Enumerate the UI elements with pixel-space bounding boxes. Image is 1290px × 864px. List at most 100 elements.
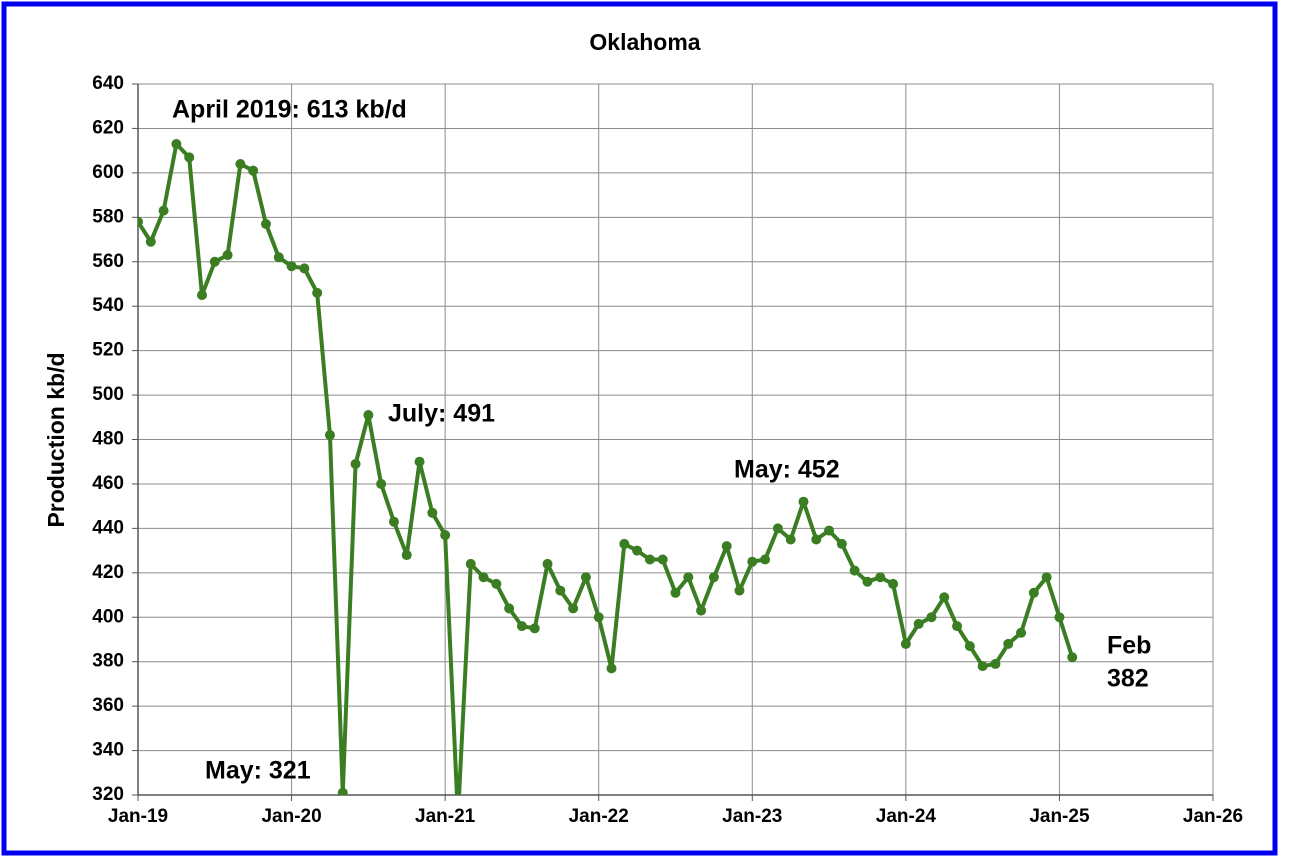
annotation: May: 452 [734, 456, 840, 484]
chart-border [1, 1, 1278, 856]
data-point [158, 205, 169, 216]
data-point [273, 252, 284, 263]
data-point [145, 236, 156, 247]
data-point [952, 621, 963, 632]
data-point [1028, 587, 1039, 598]
data-point [875, 572, 886, 583]
data-point [542, 558, 553, 569]
data-point [427, 507, 438, 518]
x-tick-label: Jan-21 [415, 806, 476, 827]
data-point [900, 638, 911, 649]
data-point [1054, 612, 1065, 623]
y-tick-label: 480 [92, 429, 124, 450]
data-point [670, 587, 681, 598]
data-point [478, 572, 489, 583]
x-tick-label: Jan-19 [108, 806, 168, 827]
x-tick-label: Jan-23 [722, 806, 782, 827]
chart-title: Oklahoma [589, 29, 700, 55]
annotation: Feb [1107, 632, 1151, 660]
data-point [619, 538, 630, 549]
data-point [1016, 627, 1027, 638]
data-point [350, 458, 361, 469]
x-tick-label: Jan-20 [261, 806, 321, 827]
data-point [555, 585, 566, 596]
data-point [760, 554, 771, 565]
data-point [1003, 638, 1014, 649]
x-tick-label: Jan-24 [876, 806, 937, 827]
data-point [196, 290, 207, 301]
data-point [798, 496, 809, 507]
annotation: 382 [1107, 665, 1149, 693]
data-point [171, 138, 182, 149]
data-point [209, 256, 220, 267]
y-tick-label: 340 [92, 740, 124, 761]
data-point [286, 261, 297, 272]
annotation: July: 491 [388, 400, 495, 428]
data-point [337, 787, 348, 795]
data-point [465, 558, 476, 569]
data-point [849, 565, 860, 576]
data-point [964, 641, 975, 652]
data-point [440, 530, 451, 541]
y-tick-label: 540 [92, 295, 124, 316]
data-point [414, 456, 425, 467]
data-point [747, 556, 758, 567]
y-tick-label: 420 [92, 562, 124, 583]
y-tick-label: 320 [92, 784, 124, 805]
x-tick-label: Jan-22 [569, 806, 629, 827]
y-axis-label: Production kb/d [43, 352, 69, 527]
data-point [401, 550, 412, 561]
annotation: May: 321 [205, 757, 311, 785]
data-point [721, 541, 732, 552]
data-point [138, 216, 143, 227]
y-tick-label: 460 [92, 473, 124, 494]
x-tick-label: Jan-25 [1029, 806, 1090, 827]
data-point [657, 554, 668, 565]
data-point [696, 605, 707, 616]
data-point [593, 612, 604, 623]
y-tick-label: 580 [92, 206, 124, 227]
data-point [312, 287, 323, 298]
data-point [644, 554, 655, 565]
data-point [222, 250, 233, 261]
data-point [580, 572, 591, 583]
data-point [235, 158, 246, 169]
data-point [529, 623, 540, 634]
y-tick-label: 440 [92, 517, 124, 538]
y-tick-label: 400 [92, 606, 124, 627]
data-point [888, 578, 899, 589]
data-point [772, 523, 783, 534]
data-point [504, 603, 515, 614]
data-point [926, 612, 937, 623]
data-point [184, 152, 195, 163]
data-point [388, 516, 399, 527]
data-point [990, 658, 1001, 669]
y-tick-label: 380 [92, 651, 124, 672]
data-point [1067, 652, 1078, 663]
annotation: April 2019: 613 kb/d [172, 96, 407, 124]
data-point [811, 534, 822, 545]
y-tick-label: 560 [92, 251, 124, 272]
data-point [324, 430, 335, 441]
y-tick-label: 500 [92, 384, 124, 405]
data-point [632, 545, 643, 556]
data-point [516, 621, 527, 632]
data-point [734, 585, 745, 596]
y-tick-label: 640 [92, 73, 124, 94]
y-tick-label: 360 [92, 695, 124, 716]
data-point [836, 538, 847, 549]
data-point [260, 218, 271, 229]
data-point [785, 534, 796, 545]
data-point [862, 576, 873, 587]
data-point [299, 263, 310, 274]
y-tick-label: 520 [92, 340, 124, 361]
data-point [1041, 572, 1052, 583]
plot-area [138, 138, 1078, 795]
data-point [248, 165, 259, 176]
data-point [606, 663, 617, 674]
data-point [376, 478, 387, 489]
data-point [977, 661, 988, 672]
data-point [913, 618, 924, 629]
